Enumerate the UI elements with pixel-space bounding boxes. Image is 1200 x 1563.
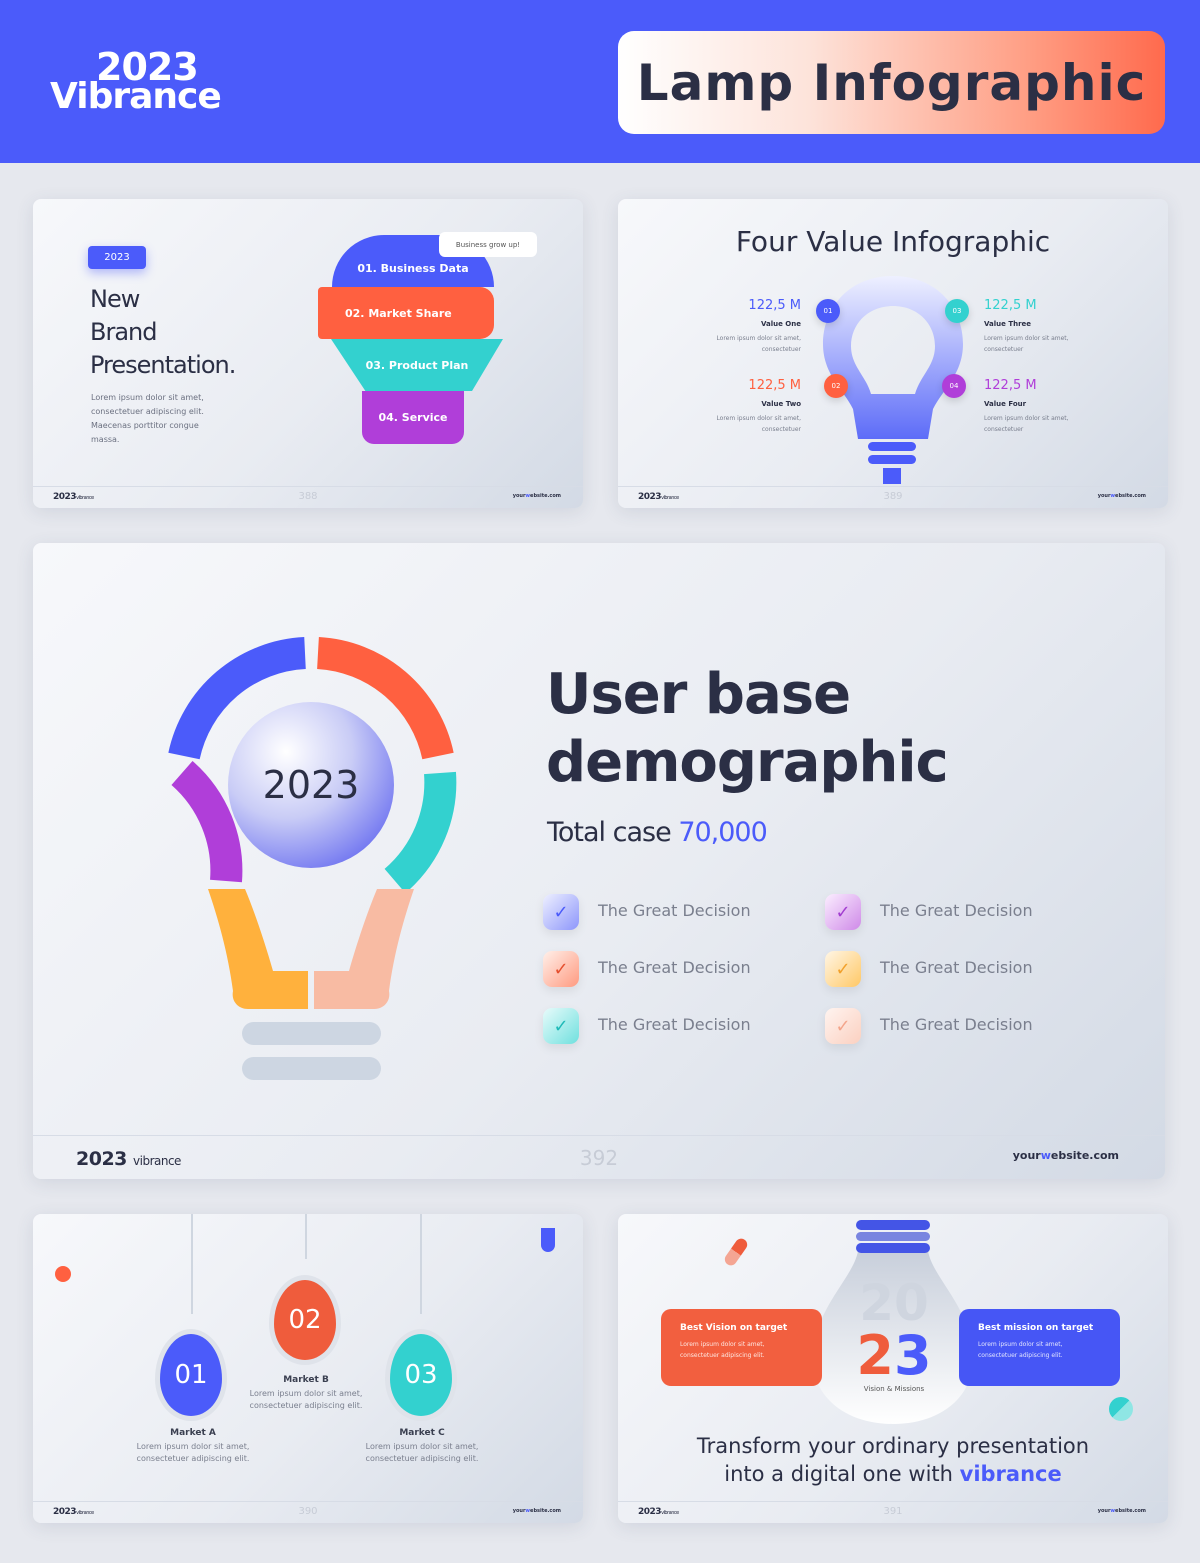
value-name: Value Three <box>984 320 1032 328</box>
caption: Vision & Missions <box>863 1385 925 1393</box>
check-icon: ✓ <box>543 951 579 987</box>
slide-footer: 2023vibrance 391 yourwebsite.com <box>618 1501 1168 1523</box>
slide-body: Lorem ipsum dolor sit amet, consectetuer… <box>91 393 204 444</box>
check-icon: ✓ <box>543 1008 579 1044</box>
value-name: Value Four <box>984 400 1027 408</box>
arc-orange <box>316 637 454 760</box>
decor-circle <box>1109 1397 1133 1421</box>
checklist-label: The Great Decision <box>598 901 751 920</box>
page-title: Lamp Infographic <box>636 53 1147 112</box>
stem-yellow <box>208 889 308 1009</box>
slide-392[interactable]: 2023 User base demographic Total case 70,… <box>33 543 1165 1179</box>
check-icon: ✓ <box>825 951 861 987</box>
market-c: Market C Lorem ipsum dolor sit amet, cons… <box>365 1428 479 1463</box>
market-a: Market A Lorem ipsum dolor sit amet, cons… <box>136 1428 250 1463</box>
decor-dot <box>55 1266 71 1282</box>
tagline: Transform your ordinary presentation into… <box>696 1434 1090 1486</box>
bulb-01: 01 <box>160 1334 222 1416</box>
market-b: Market B Lorem ipsum dolor sit amet, cons… <box>249 1375 363 1410</box>
value-amount: 122,5 M <box>984 298 1037 313</box>
year-bottom: 23 <box>856 1324 932 1387</box>
value-amount: 122,5 M <box>748 378 801 393</box>
value-text: Lorem ipsum dolor sit amet, consectetuer <box>716 335 801 353</box>
slide-391[interactable]: 20 23 Vision & Missions Best Vision on t… <box>618 1214 1168 1523</box>
checklist-label: The Great Decision <box>880 958 1033 977</box>
band-market-share: 02. Market Share <box>318 287 494 339</box>
checklist-label: The Great Decision <box>880 901 1033 920</box>
bulb-03: 03 <box>390 1334 452 1416</box>
title-pill: Lamp Infographic <box>618 31 1165 134</box>
year-top: 20 <box>859 1274 929 1332</box>
decor-capsule <box>722 1236 750 1268</box>
slide-footer: 2023vibrance 388 yourwebsite.com <box>33 486 583 508</box>
value-badge-02: 02 <box>824 374 848 398</box>
value-text: Lorem ipsum dolor sit amet, consectetuer <box>984 335 1069 353</box>
center-year: 2023 <box>262 763 360 807</box>
speech-bubble: Business grow up! <box>439 232 537 257</box>
stem-peach <box>314 889 414 1009</box>
value-badge-03: 03 <box>945 299 969 323</box>
checklist-label: The Great Decision <box>598 958 751 977</box>
slide-footer: 2023vibrance 389 yourwebsite.com <box>618 486 1168 508</box>
arc-teal <box>384 771 457 894</box>
brand-logo: 2023 Vibrance <box>50 45 222 117</box>
slide-389[interactable]: Four Value Infographic 01 02 03 04 122,5… <box>618 199 1168 508</box>
bulb-02: 02 <box>274 1280 336 1360</box>
slide-title: Four Value Infographic <box>735 225 1051 258</box>
checklist-label: The Great Decision <box>880 1015 1033 1034</box>
value-name: Value Two <box>761 400 801 408</box>
value-name: Value One <box>760 320 801 328</box>
arc-purple <box>171 760 243 883</box>
total-case: Total case 70,000 <box>547 817 768 848</box>
header-banner: 2023 Vibrance Lamp Infographic <box>0 0 1200 163</box>
slide-footer: 2023 vibrance 392 yourwebsite.com <box>33 1135 1165 1179</box>
logo-word: Vibrance <box>50 76 222 117</box>
value-text: Lorem ipsum dolor sit amet, consectetuer <box>716 415 801 433</box>
checklist-label: The Great Decision <box>598 1015 751 1034</box>
slide-footer: 2023vibrance 390 yourwebsite.com <box>33 1501 583 1523</box>
slide-390[interactable]: 01 02 03 Market A Lorem ipsum dolor sit a… <box>33 1214 583 1523</box>
check-icon: ✓ <box>825 894 861 930</box>
lightbulb-outline <box>813 1220 973 1424</box>
decor-pill <box>541 1228 555 1252</box>
slide-388[interactable]: 2023 New Brand Presentation. Lorem ipsum d… <box>33 199 583 508</box>
lamp-donut-graphic <box>168 637 457 1080</box>
lightbulb-graphic <box>823 276 963 484</box>
check-icon: ✓ <box>543 894 579 930</box>
logo-year: 2023 <box>96 45 199 89</box>
value-text: Lorem ipsum dolor sit amet, consectetuer <box>984 415 1069 433</box>
year-badge: 2023 <box>88 246 146 269</box>
slide-title: User base demographic <box>546 662 949 795</box>
vision-card: Best Vision on target Lorem ipsum dolor s… <box>661 1309 822 1386</box>
value-amount: 122,5 M <box>984 378 1037 393</box>
value-badge-04: 04 <box>942 374 966 398</box>
value-amount: 122,5 M <box>748 298 801 313</box>
arc-blue <box>168 637 307 760</box>
slide-title: New Brand Presentation. <box>90 285 236 379</box>
band-product-plan: 03. Product Plan <box>331 339 503 391</box>
mission-card: Best mission on target Lorem ipsum dolor … <box>959 1309 1120 1386</box>
band-service: 04. Service <box>362 391 464 444</box>
check-icon: ✓ <box>825 1008 861 1044</box>
value-badge-01: 01 <box>816 299 840 323</box>
